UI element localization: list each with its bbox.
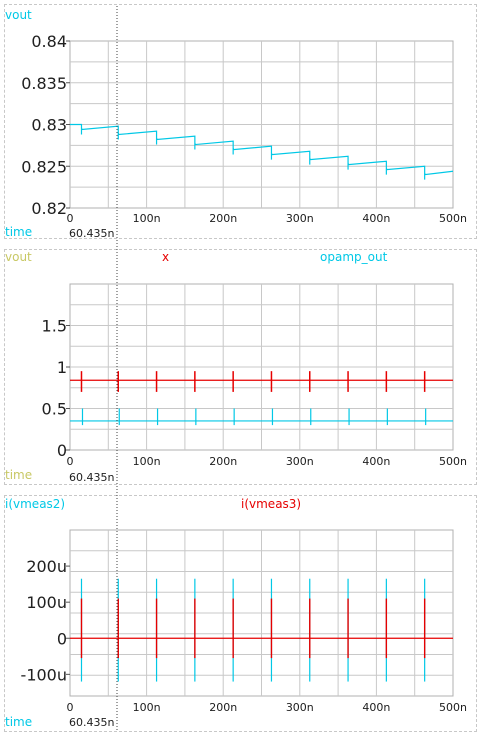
y-tick-label: 1.5 [42, 317, 67, 336]
y-tick-label: 1 [57, 358, 67, 377]
x-tick-label: 300n [286, 701, 314, 714]
x-tick-label: 200n [209, 455, 237, 468]
x-tick-label: 100n [133, 212, 161, 225]
x-tick-label: 300n [286, 455, 314, 468]
x-axis-label: time [5, 468, 32, 482]
x-tick-label: 200n [209, 212, 237, 225]
y-tick-label: 0.825 [21, 157, 67, 176]
y-tick-label: -100u [21, 665, 67, 684]
cursor-time-label: 60.435n [69, 227, 114, 240]
x-tick-label: 100n [133, 701, 161, 714]
series-label: i(vmeas3) [241, 497, 301, 511]
x-axis-label: time [5, 225, 32, 239]
x-tick-label: 300n [286, 212, 314, 225]
y-tick-label: 0.835 [21, 74, 67, 93]
x-tick-label: 500n [439, 455, 467, 468]
y-tick-label: 100u [26, 593, 67, 612]
plot-panel-3 [4, 495, 477, 732]
cursor-time-label: 60.435n [69, 716, 114, 729]
x-axis-label: time [5, 715, 32, 729]
x-tick-label: 400n [362, 212, 390, 225]
x-tick-label: 100n [133, 455, 161, 468]
series-label: i(vmeas2) [5, 497, 65, 511]
x-tick-label: 0 [67, 212, 74, 225]
y-tick-label: 0.5 [42, 400, 67, 419]
x-tick-label: 400n [362, 701, 390, 714]
x-tick-label: 500n [439, 212, 467, 225]
x-tick-label: 0 [67, 455, 74, 468]
series-label: opamp_out [320, 250, 388, 264]
y-tick-label: 200u [26, 557, 67, 576]
y-tick-label: 0 [57, 629, 67, 648]
y-tick-label: 0.84 [31, 32, 67, 51]
y-tick-label: 0.82 [31, 199, 67, 218]
series-label: x [162, 250, 169, 264]
series-line-vout [70, 123, 454, 180]
plot-panel-2 [4, 249, 477, 485]
y-tick-label: 0 [57, 441, 67, 460]
series-label: vout [5, 250, 32, 264]
x-tick-label: 0 [67, 701, 74, 714]
x-tick-label: 400n [362, 455, 390, 468]
x-tick-label: 200n [209, 701, 237, 714]
y-tick-label: 0.83 [31, 116, 67, 135]
cursor-time-label: 60.435n [69, 471, 114, 484]
series-label: vout [5, 8, 32, 22]
x-tick-label: 500n [439, 701, 467, 714]
plot-panel-1 [4, 4, 477, 239]
